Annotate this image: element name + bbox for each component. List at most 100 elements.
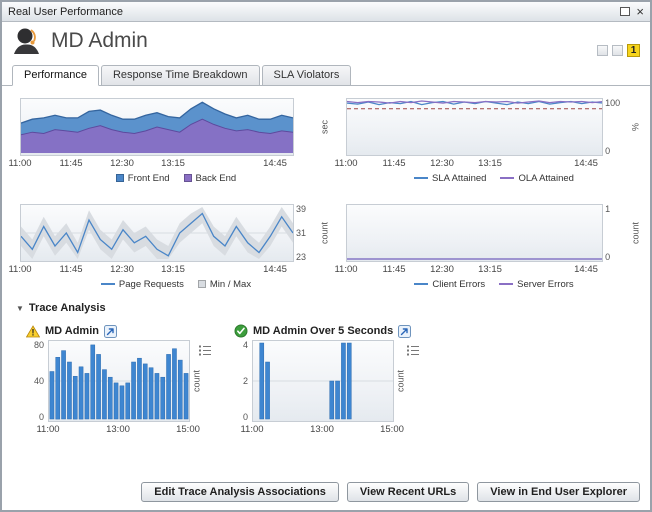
legend-line-client-errors xyxy=(414,283,429,285)
page-header: MD Admin xyxy=(12,26,148,56)
page-requests-chart: 39 31 23 count 11:00 11:45 12:30 13:15 1… xyxy=(8,204,332,292)
legend-label: OLA Attained xyxy=(518,172,574,184)
x-tick-label: 12:30 xyxy=(110,158,134,169)
tab-performance[interactable]: Performance xyxy=(12,65,99,86)
trace-md-admin-chart: ! MD Admin 80 40 0 count 11:00 13:00 15:… xyxy=(26,322,218,436)
x-tick-label: 14:45 xyxy=(263,264,287,275)
x-tick-label: 11:45 xyxy=(59,264,83,275)
y-axis-unit: count xyxy=(630,221,641,245)
legend-label: Front End xyxy=(127,172,170,184)
y-tick-label: 40 xyxy=(33,376,44,386)
y-tick-label: 80 xyxy=(33,340,44,350)
x-tick-label: 11:45 xyxy=(382,264,406,275)
x-tick-label: 12:30 xyxy=(430,158,454,169)
x-axis-labels: 11:00 13:00 15:00 xyxy=(36,423,199,436)
legend-label: Min / Max xyxy=(209,278,252,290)
trace-md-admin-plot xyxy=(48,340,190,422)
close-button[interactable]: × xyxy=(636,3,644,19)
x-tick-label: 13:15 xyxy=(161,264,185,275)
x-tick-label: 14:45 xyxy=(574,158,598,169)
errors-plot xyxy=(346,204,604,262)
legend-swatch-front-end xyxy=(115,174,124,182)
x-tick-label: 13:15 xyxy=(478,158,502,169)
y-tick-label: 23 xyxy=(296,252,307,262)
trace-over-5-seconds-chart: MD Admin Over 5 Seconds 4 2 0 count 11:0… xyxy=(234,322,426,436)
alert-count-badge[interactable]: 1 xyxy=(627,44,640,57)
response-time-plot xyxy=(20,98,294,156)
x-tick-label: 13:00 xyxy=(310,424,334,435)
x-tick-label: 11:00 xyxy=(36,424,60,435)
chart-menu-icon[interactable] xyxy=(406,343,420,361)
legend-swatch-minmax xyxy=(197,280,206,288)
x-tick-label: 11:00 xyxy=(8,158,32,169)
legend-line-server-errors xyxy=(499,283,514,285)
y-tick-label: 1 xyxy=(605,204,611,214)
x-tick-label: 11:00 xyxy=(240,424,264,435)
y-axis-ticks xyxy=(294,98,318,156)
x-tick-label: 14:45 xyxy=(263,158,287,169)
x-axis-labels: 11:00 11:45 12:30 13:15 14:45 xyxy=(334,157,602,170)
x-axis-labels: 11:00 11:45 12:30 13:15 14:45 xyxy=(8,157,292,170)
y-tick-label: 0 xyxy=(242,412,248,422)
legend-line-sla xyxy=(414,177,429,179)
chart-menu-icon[interactable] xyxy=(198,343,212,361)
x-axis-labels: 11:00 13:00 15:00 xyxy=(240,423,403,436)
y-tick-label: 39 xyxy=(296,204,307,214)
chart-legend: Client Errors Server Errors xyxy=(346,276,642,292)
window-title: Real User Performance xyxy=(8,5,123,18)
edit-trace-analysis-associations-button[interactable]: Edit Trace Analysis Associations xyxy=(141,482,339,502)
legend-line-page-requests xyxy=(100,283,115,285)
y-axis-ticks: 100 0 xyxy=(603,98,629,156)
y-axis-ticks: 4 2 0 xyxy=(234,340,252,422)
user-avatar-icon xyxy=(14,28,39,54)
legend-line-ola xyxy=(500,177,515,179)
chart-legend: Page Requests Min / Max xyxy=(20,276,332,292)
collapse-triangle-icon: ▼ xyxy=(16,303,24,313)
x-tick-label: 13:15 xyxy=(161,158,185,169)
x-tick-label: 14:45 xyxy=(574,264,598,275)
view-recent-urls-button[interactable]: View Recent URLs xyxy=(346,482,470,502)
goto-icon[interactable] xyxy=(398,324,412,338)
maximize-button[interactable] xyxy=(620,3,631,21)
trace-chart-header: MD Admin Over 5 Seconds xyxy=(234,322,426,340)
goto-icon[interactable] xyxy=(103,324,117,338)
x-tick-label: 13:00 xyxy=(106,424,130,435)
success-icon xyxy=(234,324,248,338)
svg-text:!: ! xyxy=(32,327,35,337)
page-requests-plot xyxy=(20,204,294,262)
legend-label: Server Errors xyxy=(517,278,574,290)
y-axis-unit: count xyxy=(319,221,330,245)
page-title: MD Admin xyxy=(51,29,148,52)
maximize-icon xyxy=(620,6,631,16)
legend-label: Page Requests xyxy=(118,278,184,290)
warning-icon: ! xyxy=(26,324,40,337)
x-tick-label: 15:00 xyxy=(176,424,200,435)
y-axis-unit: % xyxy=(630,123,641,132)
y-tick-label: 0 xyxy=(38,412,44,422)
legend-label: SLA Attained xyxy=(432,172,487,184)
y-tick-label: 4 xyxy=(242,340,248,350)
chart-legend: SLA Attained OLA Attained xyxy=(346,170,642,186)
chart-legend: Front End Back End xyxy=(20,170,332,186)
view-in-end-user-explorer-button[interactable]: View in End User Explorer xyxy=(477,482,640,502)
x-tick-label: 11:45 xyxy=(59,158,83,169)
response-time-chart: sec 11:00 11:45 12:30 13:15 14:45 Front … xyxy=(8,98,332,186)
header-controls: 1 xyxy=(597,44,640,57)
x-tick-label: 11:45 xyxy=(382,158,406,169)
x-axis-labels: 11:00 11:45 12:30 13:15 14:45 xyxy=(8,263,292,276)
trace-analysis-label: Trace Analysis xyxy=(28,302,106,314)
trace-analysis-section-toggle[interactable]: ▼ Trace Analysis xyxy=(16,302,106,314)
tab-sla-violators[interactable]: SLA Violators xyxy=(261,65,352,86)
y-axis-ticks: 80 40 0 xyxy=(26,340,48,422)
tab-response-time-breakdown[interactable]: Response Time Breakdown xyxy=(100,65,260,86)
y-axis-ticks: 1 0 xyxy=(603,204,629,262)
x-tick-label: 11:00 xyxy=(334,264,358,275)
y-tick-label: 0 xyxy=(605,146,611,156)
panel-square-icon[interactable] xyxy=(612,45,623,56)
x-axis-labels: 11:00 11:45 12:30 13:15 14:45 xyxy=(334,263,602,276)
legend-label: Client Errors xyxy=(432,278,486,290)
sla-attainment-chart: 100 0 % 11:00 11:45 12:30 13:15 14:45 SL… xyxy=(334,98,642,186)
errors-chart: 1 0 count 11:00 11:45 12:30 13:15 14:45 … xyxy=(334,204,642,292)
panel-square-icon[interactable] xyxy=(597,45,608,56)
